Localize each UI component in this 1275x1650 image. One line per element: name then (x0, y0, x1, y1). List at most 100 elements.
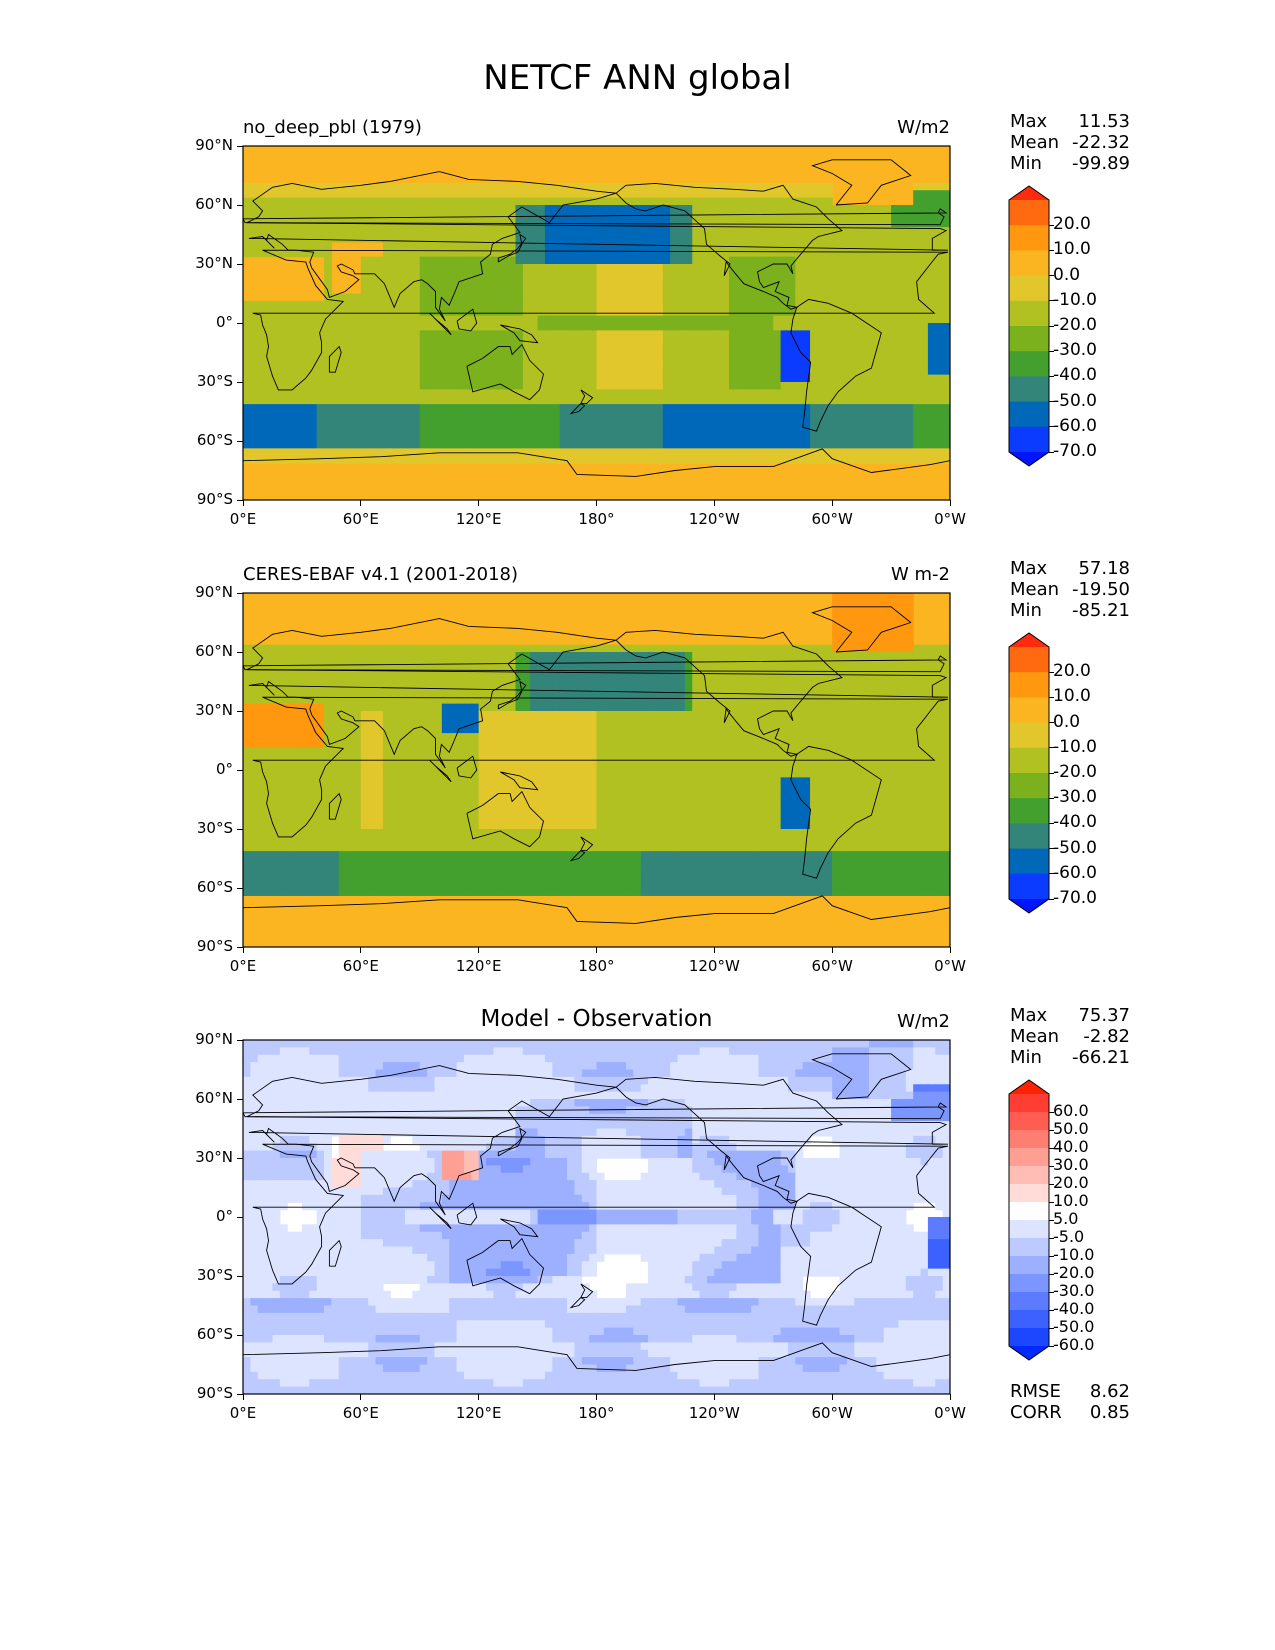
coastline (429, 759, 452, 783)
colorbar-tick (1049, 1111, 1054, 1113)
colorbar-label: -40.0 (1053, 1299, 1095, 1318)
panel-units: W/m2 (897, 1011, 950, 1032)
y-tick-mark (237, 1334, 243, 1336)
coastline (811, 1053, 912, 1100)
map-panel-3 (242, 1039, 951, 1395)
colorbar-label: -30.0 (1053, 340, 1097, 361)
colorbar-tick (1049, 1255, 1054, 1257)
coastline (497, 233, 527, 263)
colorbar-label: -50.0 (1053, 837, 1097, 858)
colorbar-label: -60.0 (1053, 862, 1097, 883)
stat-value-max: 11.53 (1078, 111, 1130, 132)
y-tick-label: 90°N (195, 583, 233, 601)
colorbar-label: 50.0 (1053, 1119, 1089, 1138)
stat-value-min: -66.21 (1071, 1047, 1130, 1068)
coastline (615, 629, 843, 757)
y-tick-mark (237, 263, 243, 265)
colorbar-segment (1009, 1094, 1049, 1113)
colorbar-label: 5.0 (1053, 1209, 1079, 1228)
y-tick-label: 0° (215, 760, 233, 778)
coastline (456, 755, 478, 779)
coastline (497, 680, 527, 710)
coastline (569, 850, 586, 862)
colorbar-segment (1009, 1274, 1049, 1293)
colorbar-label: 0.0 (1053, 711, 1081, 732)
x-tick-label: 120°W (688, 510, 740, 528)
colorbar-tick (1049, 451, 1054, 453)
y-tick-mark (237, 381, 243, 383)
stat-label-mean: Mean (1010, 579, 1060, 600)
x-tick-mark (242, 500, 244, 506)
colorbar-label: -20.0 (1053, 315, 1097, 335)
coastline (580, 836, 594, 852)
colorbar-segment (1009, 1310, 1049, 1329)
colorbar-label: -70.0 (1053, 441, 1097, 461)
colorbar-segment (1009, 848, 1049, 875)
coastline (243, 655, 948, 673)
panel-title-left: no_deep_pbl (1979) (243, 117, 422, 138)
y-tick-mark (237, 145, 243, 147)
colorbar-tick (1049, 1183, 1054, 1185)
y-tick-mark (237, 1216, 243, 1218)
colorbar-tick (1049, 696, 1054, 698)
colorbar-segment (1009, 1256, 1049, 1275)
colorbar-tick (1049, 873, 1054, 875)
x-tick-label: 60°W (811, 957, 853, 975)
coastline (500, 1218, 539, 1238)
y-tick-mark (237, 499, 243, 501)
colorbar-tick (1049, 772, 1054, 774)
colorbar-segment (1009, 275, 1049, 302)
coastline (580, 389, 594, 405)
colorbar-label: 0.0 (1053, 264, 1081, 285)
x-tick-label: 180° (578, 510, 615, 528)
metric-label-corr: CORR (1010, 1402, 1062, 1423)
colorbar-segment (1009, 1148, 1049, 1167)
stat-value-min: -99.89 (1071, 153, 1130, 174)
panel-units: W m-2 (890, 564, 950, 585)
colorbar-tick (1049, 325, 1054, 327)
colorbar-tick (1049, 1327, 1054, 1329)
x-tick-label: 0°W (934, 957, 966, 975)
stat-label-max: Max (1010, 558, 1048, 579)
x-tick-label: 120°E (455, 510, 502, 528)
colorbar-2 (1008, 632, 1050, 914)
colorbar-segment (1009, 1130, 1049, 1149)
colorbar-tick (1049, 1147, 1054, 1149)
colorbar-label: -20.0 (1053, 762, 1097, 782)
colorbar-1 (1008, 185, 1050, 467)
coastline (328, 345, 342, 373)
coastline (243, 448, 950, 477)
colorbar-tick (1049, 797, 1054, 799)
x-tick-mark (478, 500, 480, 506)
colorbar-tick (1049, 275, 1054, 277)
colorbar-tick (1049, 401, 1054, 403)
colorbar-tick (1049, 822, 1054, 824)
colorbar-segment (1009, 722, 1049, 749)
x-tick-mark (596, 947, 597, 953)
colorbar-segment (1009, 225, 1049, 251)
colorbar-tick (1049, 1129, 1054, 1131)
colorbar-segment (1009, 697, 1049, 724)
stat-value-max: 57.18 (1078, 558, 1130, 579)
colorbar-label: -60.0 (1053, 415, 1097, 436)
colorbar-tick (1049, 249, 1054, 251)
colorbar-segment (1009, 1328, 1049, 1347)
colorbar-label: 20.0 (1053, 214, 1091, 235)
colorbar-tick (1049, 1309, 1054, 1311)
colorbar-segment (1009, 300, 1049, 327)
stat-label-min: Min (1010, 600, 1042, 621)
coastline (328, 792, 342, 820)
coastline (243, 1342, 950, 1371)
colorbar-segment (1009, 873, 1049, 900)
x-tick-label: 0°W (934, 510, 966, 528)
y-tick-mark (237, 710, 243, 712)
y-tick-mark (237, 592, 243, 594)
colorbar-segment (1009, 200, 1049, 226)
x-tick-label: 60°W (811, 510, 853, 528)
x-tick-label: 120°E (455, 957, 502, 975)
y-tick-mark (237, 322, 243, 324)
colorbar-segment (1009, 326, 1049, 352)
colorbar-segment (1009, 647, 1049, 673)
x-tick-label: 60°W (811, 1404, 853, 1422)
coastline (243, 208, 948, 226)
